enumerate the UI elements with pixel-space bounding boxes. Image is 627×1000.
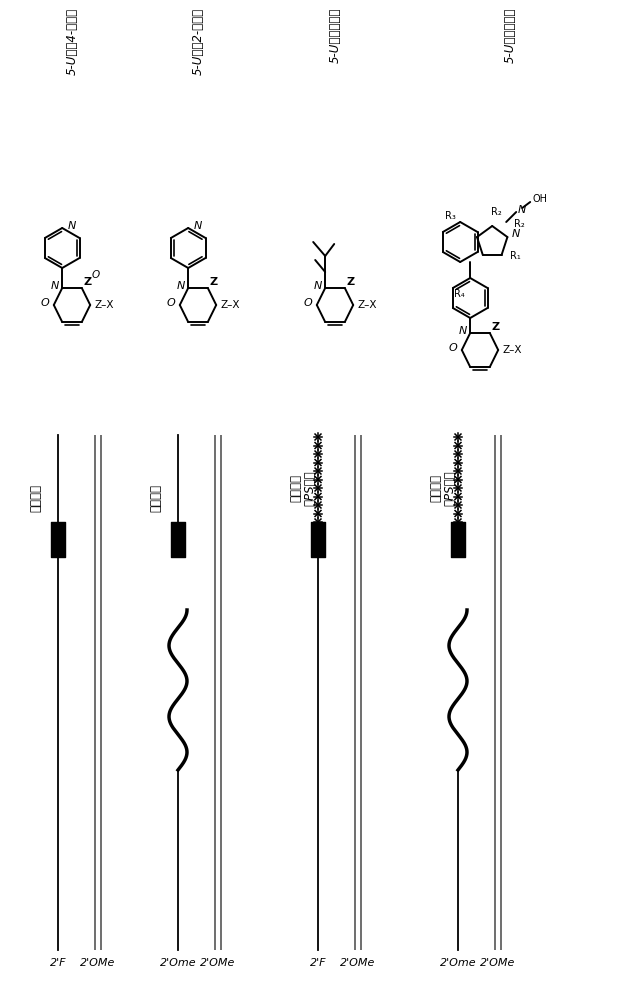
Text: Z: Z — [210, 277, 218, 287]
Text: 5-U上的吲哚基: 5-U上的吲哚基 — [503, 8, 517, 63]
Text: OH: OH — [532, 194, 547, 204]
Text: 2'OMe: 2'OMe — [200, 958, 236, 968]
Text: 2'OMe: 2'OMe — [80, 958, 116, 968]
Text: 2'Ome: 2'Ome — [160, 958, 196, 968]
Text: N: N — [177, 281, 186, 291]
Text: R₁: R₁ — [510, 251, 521, 261]
Text: O: O — [448, 343, 457, 353]
Text: R₂: R₂ — [514, 219, 525, 229]
Text: Z–X: Z–X — [220, 300, 240, 310]
Text: 5-U上的异丁基: 5-U上的异丁基 — [329, 8, 342, 63]
Text: N: N — [314, 281, 322, 291]
Text: N: N — [518, 205, 527, 215]
Text: N: N — [51, 281, 60, 291]
Text: Z: Z — [84, 277, 92, 287]
Text: N: N — [194, 221, 203, 231]
Text: 疏水修饰: 疏水修饰 — [149, 485, 162, 512]
Text: Z–X: Z–X — [502, 345, 522, 355]
Text: N: N — [459, 326, 467, 336]
Text: 5-U上的2-吡啶基: 5-U上的2-吡啶基 — [191, 8, 204, 75]
Text: O: O — [92, 270, 100, 280]
Text: R₂: R₂ — [492, 207, 502, 217]
Text: Z–X: Z–X — [94, 300, 113, 310]
Text: O: O — [40, 298, 49, 308]
Text: 疏水修饰: 疏水修饰 — [290, 475, 302, 502]
Text: N: N — [68, 221, 76, 231]
Text: 和PS骨架: 和PS骨架 — [443, 471, 456, 506]
Text: R₃: R₃ — [445, 211, 456, 221]
Text: 疏水修饰: 疏水修饰 — [429, 475, 443, 502]
Text: 和PS骨架: 和PS骨架 — [303, 471, 317, 506]
Text: 2'F: 2'F — [310, 958, 326, 968]
Text: 2'F: 2'F — [50, 958, 66, 968]
Text: Z–X: Z–X — [357, 300, 377, 310]
Text: 疏水修饰: 疏水修饰 — [29, 485, 43, 512]
Text: 2'OMe: 2'OMe — [480, 958, 515, 968]
Text: Z: Z — [347, 277, 355, 287]
Text: N: N — [512, 229, 520, 239]
Text: Z: Z — [492, 322, 500, 332]
Text: 2'Ome: 2'Ome — [440, 958, 477, 968]
Text: 2'OMe: 2'OMe — [340, 958, 376, 968]
Text: O: O — [166, 298, 175, 308]
Text: O: O — [303, 298, 312, 308]
Text: 5-U上的4-吡啶基: 5-U上的4-吡啶基 — [65, 8, 78, 75]
Text: R₄: R₄ — [455, 289, 465, 299]
